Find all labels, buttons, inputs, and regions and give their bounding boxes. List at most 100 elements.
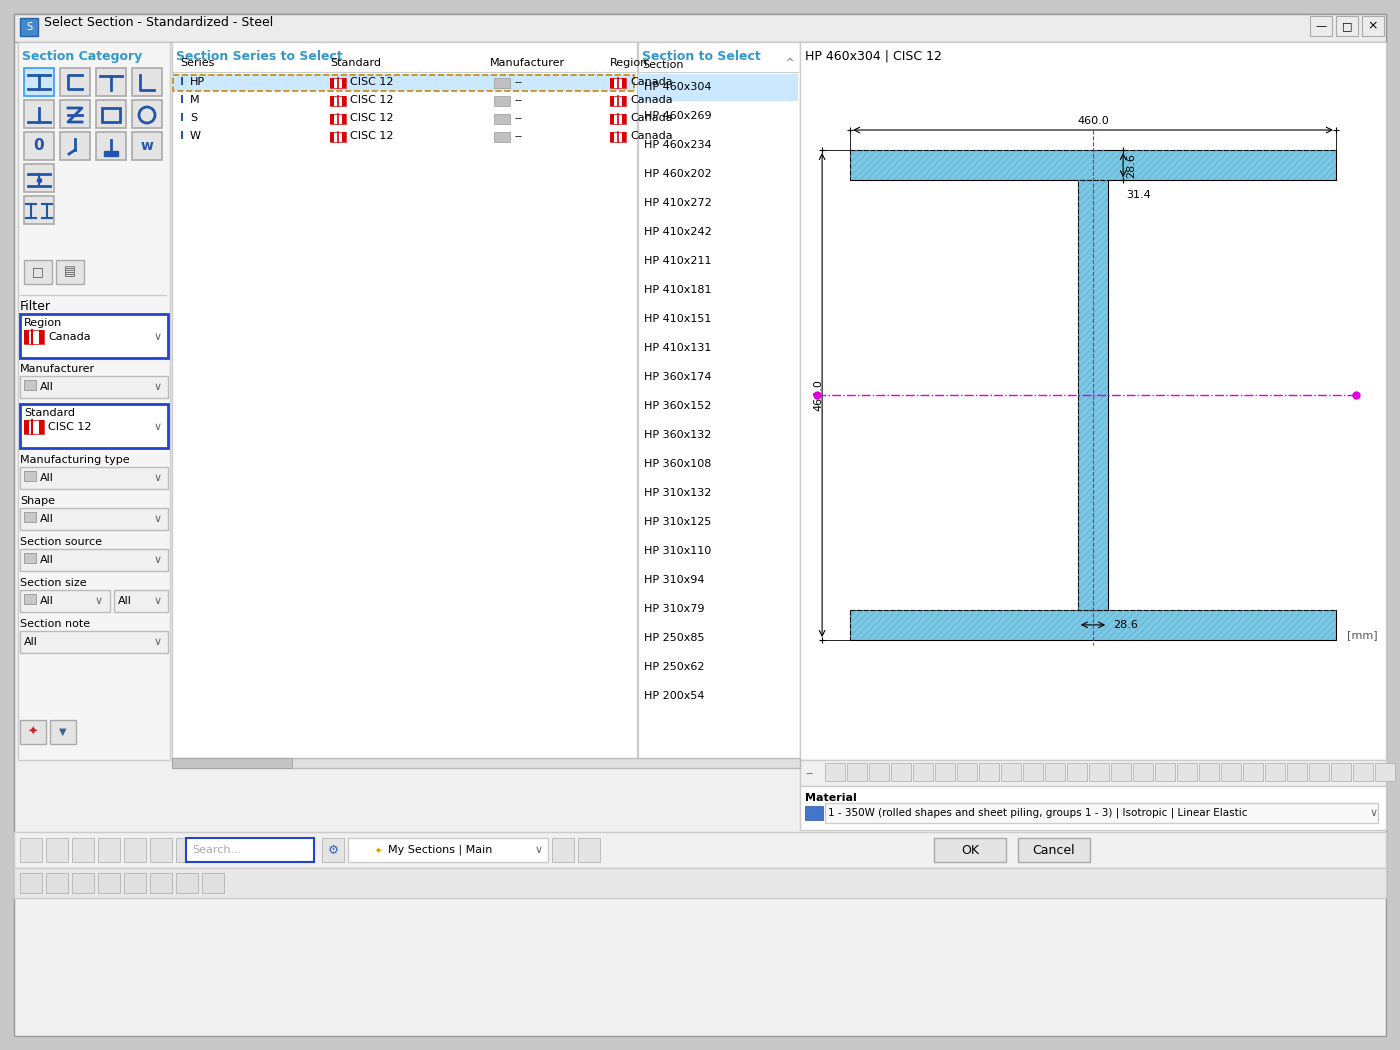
- Text: HP 200x54: HP 200x54: [644, 691, 704, 701]
- Text: --: --: [514, 77, 522, 87]
- Text: CISC 12: CISC 12: [350, 94, 393, 105]
- Bar: [622, 114, 626, 124]
- Bar: [494, 114, 510, 124]
- Bar: [50, 720, 76, 744]
- Bar: [1023, 763, 1043, 781]
- Text: HP 460x234: HP 460x234: [644, 140, 711, 150]
- Bar: [24, 553, 36, 563]
- Bar: [172, 74, 636, 91]
- Text: ▼: ▼: [59, 727, 67, 737]
- Bar: [1362, 16, 1385, 36]
- Bar: [125, 838, 146, 862]
- Bar: [24, 594, 36, 604]
- Bar: [622, 132, 626, 142]
- Text: ∨: ∨: [154, 596, 162, 606]
- Bar: [552, 838, 574, 862]
- Bar: [1375, 763, 1394, 781]
- Bar: [186, 838, 314, 862]
- Text: Manufacturing type: Manufacturing type: [20, 455, 130, 465]
- Bar: [622, 78, 626, 88]
- Bar: [102, 108, 120, 122]
- Bar: [610, 132, 626, 142]
- Text: I: I: [181, 113, 183, 123]
- Text: HP 460x269: HP 460x269: [644, 111, 711, 121]
- Text: All: All: [41, 382, 53, 392]
- Bar: [330, 96, 335, 106]
- Bar: [1309, 763, 1329, 781]
- Bar: [56, 260, 84, 284]
- Bar: [20, 376, 168, 398]
- Text: ∨: ∨: [535, 845, 543, 855]
- Text: All: All: [118, 596, 132, 606]
- Text: ✦: ✦: [28, 726, 38, 738]
- Text: CISC 12: CISC 12: [48, 422, 91, 432]
- Text: HP 360x132: HP 360x132: [644, 430, 711, 440]
- Text: Section Category: Section Category: [22, 50, 143, 63]
- Text: HP 360x108: HP 360x108: [644, 459, 711, 469]
- Bar: [610, 78, 626, 88]
- Text: HP 410x131: HP 410x131: [644, 343, 711, 353]
- Bar: [24, 420, 43, 434]
- Bar: [494, 78, 510, 88]
- Bar: [1352, 763, 1373, 781]
- Text: HP 460x202: HP 460x202: [644, 169, 711, 179]
- Text: Material: Material: [805, 793, 857, 803]
- Text: 0: 0: [34, 139, 45, 153]
- Bar: [71, 838, 94, 862]
- Bar: [172, 42, 637, 760]
- Bar: [125, 873, 146, 892]
- Text: 464.0: 464.0: [813, 379, 823, 411]
- Bar: [172, 758, 799, 768]
- Bar: [20, 467, 168, 489]
- Text: CISC 12: CISC 12: [350, 131, 393, 141]
- Text: Section source: Section source: [20, 537, 102, 547]
- Bar: [97, 132, 126, 160]
- Text: S: S: [190, 113, 197, 123]
- Bar: [24, 512, 36, 522]
- Bar: [20, 590, 111, 612]
- Text: HP 410x272: HP 410x272: [644, 198, 711, 208]
- Text: HP 250x62: HP 250x62: [644, 662, 704, 672]
- Text: □: □: [1341, 21, 1352, 32]
- Text: Filter: Filter: [20, 300, 50, 313]
- Bar: [1155, 763, 1175, 781]
- Bar: [1287, 763, 1308, 781]
- Text: HP 310x125: HP 310x125: [644, 517, 711, 527]
- Text: All: All: [41, 596, 53, 606]
- Bar: [24, 132, 55, 160]
- Bar: [622, 96, 626, 106]
- Text: CISC 12: CISC 12: [350, 77, 393, 87]
- Bar: [24, 260, 52, 284]
- Bar: [825, 803, 1378, 823]
- Bar: [330, 78, 346, 88]
- Text: Section: Section: [643, 60, 683, 70]
- Text: ∨: ∨: [154, 637, 162, 647]
- Text: ∨: ∨: [95, 596, 104, 606]
- Bar: [1067, 763, 1086, 781]
- Text: HP 310x79: HP 310x79: [644, 604, 704, 614]
- Bar: [330, 96, 346, 106]
- Bar: [98, 838, 120, 862]
- Bar: [610, 96, 626, 106]
- Bar: [342, 96, 346, 106]
- Bar: [176, 873, 197, 892]
- Bar: [1243, 763, 1263, 781]
- Bar: [174, 75, 634, 90]
- Text: ∨: ∨: [154, 422, 162, 432]
- Text: I: I: [181, 77, 183, 87]
- Bar: [24, 420, 29, 434]
- Bar: [46, 873, 69, 892]
- Text: ∨: ∨: [154, 382, 162, 392]
- Bar: [20, 404, 168, 448]
- Bar: [1266, 763, 1285, 781]
- Text: ▤: ▤: [64, 266, 76, 278]
- Bar: [850, 610, 1336, 640]
- Bar: [24, 68, 55, 96]
- Bar: [1133, 763, 1154, 781]
- Text: ∨: ∨: [154, 332, 162, 342]
- Bar: [825, 763, 846, 781]
- Text: HP 410x242: HP 410x242: [644, 227, 711, 237]
- Text: ∨: ∨: [154, 555, 162, 565]
- Bar: [150, 838, 172, 862]
- Bar: [610, 78, 615, 88]
